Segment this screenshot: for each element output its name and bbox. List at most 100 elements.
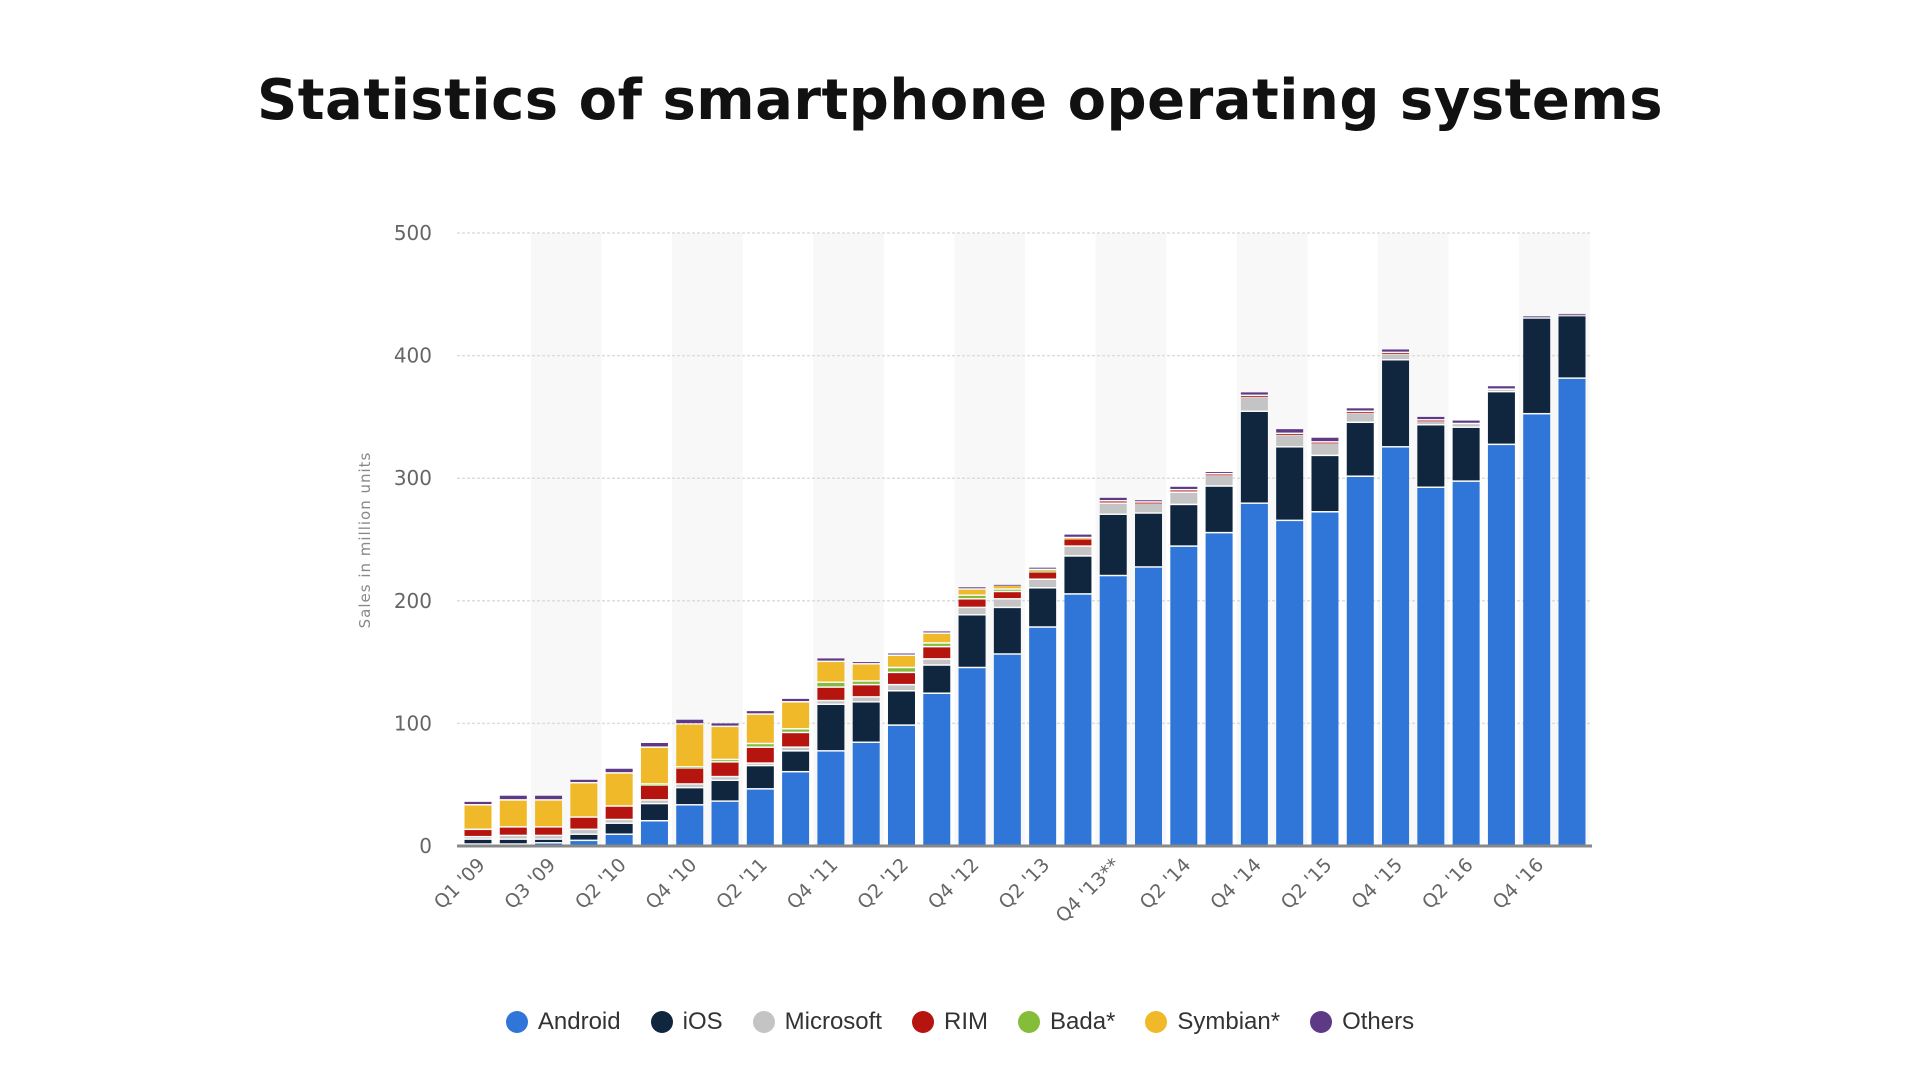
legend-dot-icon [1310,1011,1333,1033]
legend-item[interactable]: Android [505,1008,621,1036]
x-tick-label: Q2 '13 [994,854,1054,914]
x-tick-label: Q4 '14 [1206,854,1266,914]
bar-segment-android [1558,378,1586,845]
bar-segment-others [1417,416,1445,420]
bar-segment-android [887,725,915,845]
bar-segment-ios [1099,514,1127,575]
bar-segment-others [711,723,739,726]
x-tick-label: Q4 '15 [1347,854,1407,914]
bar-segment-rim [782,733,810,747]
legend-item[interactable]: iOS [650,1008,723,1036]
bar-segment-ios [1558,316,1586,378]
bar-segment-others [1064,534,1092,537]
bar-segment-android [1240,503,1268,845]
bar-segment-symbian [746,714,774,743]
bar-stack [993,584,1021,845]
legend-dot-icon [1017,1011,1040,1033]
bar-segment-rim [535,827,563,835]
bar-segment-rim [605,806,633,819]
legend-dot-icon [650,1011,673,1033]
bar-segment-microsoft [1170,492,1198,504]
x-tick-label: Q2 '14 [1136,854,1196,914]
bar-segment-microsoft [1099,503,1127,514]
bar-segment-rim [1099,501,1127,503]
bar-segment-microsoft [923,659,951,665]
bar-segment-others [1240,392,1268,395]
bar-segment-microsoft [958,608,986,615]
bar-segment-microsoft [1452,424,1480,427]
bar-stack [1452,420,1480,845]
bar-stack [1064,534,1092,845]
bar-segment-symbian [993,586,1021,589]
bar-segment-rim [1029,572,1057,579]
bar-stack [1487,386,1515,845]
bar-stack [1523,316,1551,845]
bar-segment-ios [1417,425,1445,487]
bar-segment-android [1170,546,1198,845]
bar-stack [464,801,492,846]
background-band [530,233,602,846]
legend-item[interactable]: Bada* [1017,1008,1116,1036]
bar-segment-others [1311,437,1339,442]
bar-segment-microsoft [817,701,845,704]
bar-segment-microsoft [852,697,880,702]
bar-stack [1417,416,1445,845]
bar-segment-symbian [958,589,986,595]
x-tick-label: Q2 '15 [1277,854,1337,914]
bar-segment-symbian [1029,570,1057,571]
bar-segment-rim [1064,539,1092,546]
bar-segment-ios [1205,486,1233,532]
bar-segment-android [923,693,951,845]
bar-segment-ios [1064,556,1092,594]
bar-stack [570,779,598,845]
bar-stack [887,653,915,845]
bar-segment-bada [817,682,845,687]
bar-segment-bada [958,595,986,599]
bar-segment-rim [711,762,739,776]
legend-label: Symbian* [1177,1008,1281,1035]
bar-stack [1558,313,1586,845]
legend-item[interactable]: RIM [911,1008,988,1036]
bar-segment-ios [640,804,668,820]
bar-stack [711,723,739,845]
bar-segment-microsoft [1417,421,1445,424]
legend-dot-icon [752,1011,775,1033]
bar-segment-android [852,743,880,845]
bar-segment-ios [535,839,563,843]
bars [464,313,1586,846]
bar-segment-bada [993,589,1021,591]
bar-segment-others [1382,349,1410,352]
bar-segment-symbian [817,662,845,682]
bar-segment-android [676,805,704,845]
legend-item[interactable]: Others [1310,1008,1414,1036]
bar-stack [1382,349,1410,845]
bar-segment-ios [1346,423,1374,476]
bar-stack [746,711,774,845]
bar-segment-bada [782,729,810,732]
bar-segment-microsoft [1205,475,1233,486]
bar-stack [1346,408,1374,845]
bar-segment-ios [887,691,915,725]
legend-label: Bada* [1049,1008,1116,1035]
bar-segment-bada [923,643,951,646]
bar-segment-others [782,698,810,702]
bar-segment-rim [640,785,668,800]
bar-segment-symbian [1064,538,1092,540]
bar-segment-others [640,743,668,747]
bar-segment-symbian [605,773,633,806]
bar-segment-symbian [923,633,951,643]
bar-stack [817,658,845,845]
x-tick-label: Q1 '09 [430,854,490,914]
legend-item[interactable]: Microsoft [752,1008,882,1036]
bar-segment-others [499,795,527,800]
bar-segment-android [1205,533,1233,845]
y-axis-ticks: 0 100 200 300 400 500 [394,221,432,858]
y-tick-label: 500 [394,221,432,245]
legend: Android iOS Microsoft RIM Bada* Symbian* Other… [0,1008,1920,1036]
bar-segment-rim [1240,396,1268,397]
bar-stack [1205,472,1233,845]
bar-segment-symbian [464,805,492,829]
bar-stack [1170,486,1198,845]
bar-segment-android [1382,447,1410,845]
legend-item[interactable]: Symbian* [1145,1008,1280,1036]
